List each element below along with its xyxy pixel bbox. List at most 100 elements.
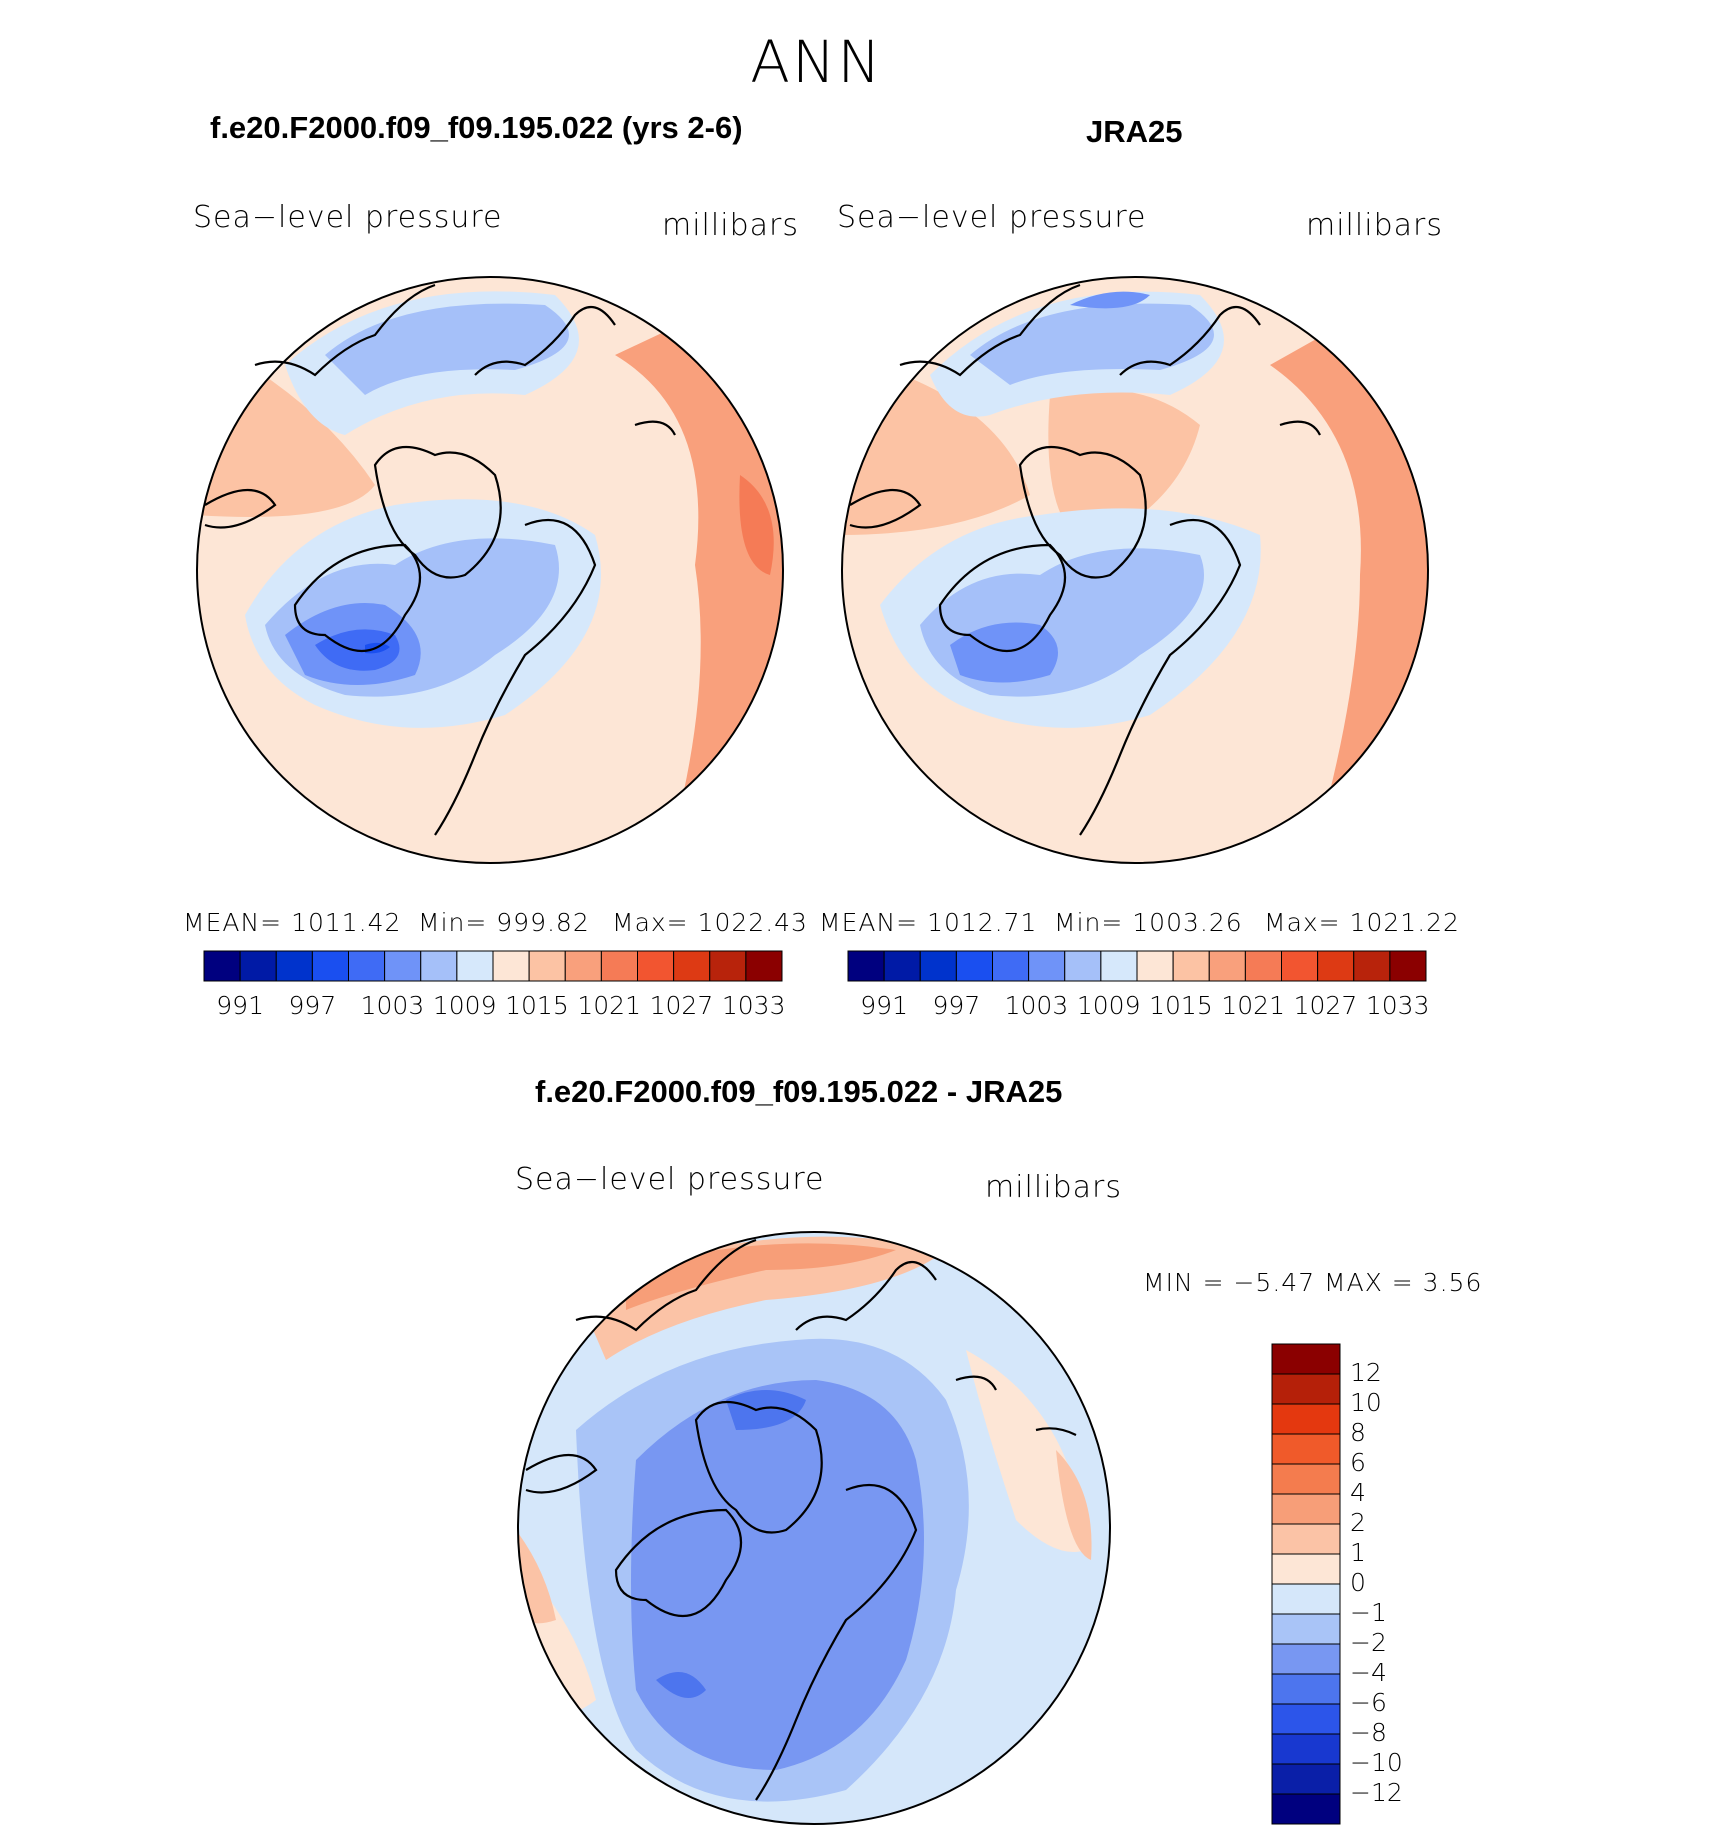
panel-1-title: f.e20.F2000.f09_f09.195.022 (yrs 2-6) <box>210 110 743 145</box>
panel-2-min: Min= 1003.26 <box>1054 908 1243 937</box>
colorbar-swatch <box>311 950 349 982</box>
colorbar-tick-label: 997 <box>288 991 337 1020</box>
colorbar-swatch <box>1271 1403 1341 1435</box>
colorbar-swatch <box>384 950 422 982</box>
colorbar-swatch <box>1271 1493 1341 1525</box>
panel-2-title: JRA25 <box>1086 114 1183 149</box>
colorbar-swatch <box>745 950 783 982</box>
colorbar-tick-label: 1015 <box>505 991 569 1020</box>
colorbar-swatch <box>1353 950 1391 982</box>
colorbar-swatch <box>1244 950 1282 982</box>
colorbar-tick-label: −1 <box>1350 1598 1387 1627</box>
colorbar-swatch <box>1389 950 1427 982</box>
colorbar-swatch <box>1271 1373 1341 1405</box>
panel-2-max: Max= 1021.22 <box>1264 908 1460 937</box>
colorbar-tick-label: 1033 <box>721 991 786 1020</box>
colorbar-swatch <box>275 950 313 982</box>
panel-3-title: f.e20.F2000.f09_f09.195.022 - JRA25 <box>535 1074 1063 1109</box>
panel-2-mean: MEAN= 1012.71 <box>819 908 1038 937</box>
colorbar-tick-label: 1 <box>1350 1538 1366 1567</box>
colorbar-swatch <box>203 950 241 982</box>
panel-3-variable-label: Sea−level pressure <box>515 1162 825 1197</box>
colorbar-tick-label: −4 <box>1350 1658 1387 1687</box>
colorbar-swatch <box>883 950 921 982</box>
colorbar-tick-label: 1021 <box>577 991 641 1020</box>
panel-2-variable-label: Sea−level pressure <box>837 200 1147 235</box>
colorbar-tick-label: 991 <box>860 991 908 1020</box>
colorbar-swatch <box>1271 1343 1341 1375</box>
panel-3-minmax: MIN = −5.47 MAX = 3.56 <box>1143 1268 1483 1297</box>
colorbar-swatch <box>1271 1733 1341 1765</box>
colorbar-swatch <box>919 950 957 982</box>
colorbar-tick-label: 997 <box>932 991 981 1020</box>
colorbar-swatch <box>1271 1673 1341 1705</box>
colorbar-swatch <box>1271 1613 1341 1645</box>
panel-2-units-label: millibars <box>1306 208 1443 243</box>
colorbar-tick-label: 12 <box>1350 1358 1382 1387</box>
colorbar-tick-label: 1009 <box>1076 991 1141 1020</box>
colorbar-tick-label: 1009 <box>432 991 497 1020</box>
panel-1-min: Min= 999.82 <box>418 908 590 937</box>
colorbar-swatch <box>348 950 386 982</box>
colorbar-tick-label: 2 <box>1350 1508 1366 1537</box>
colorbar-tick-label: 1033 <box>1365 991 1430 1020</box>
panel-1-colorbar <box>203 950 783 982</box>
colorbar-swatch <box>600 950 638 982</box>
colorbar-swatch <box>1271 1703 1341 1735</box>
colorbar-tick-label: 8 <box>1350 1418 1366 1447</box>
colorbar-swatch <box>1064 950 1102 982</box>
colorbar-swatch <box>492 950 530 982</box>
colorbar-swatch <box>420 950 458 982</box>
colorbar-swatch <box>1271 1793 1341 1825</box>
colorbar-swatch <box>1271 1553 1341 1585</box>
colorbar-tick-label: 1015 <box>1149 991 1213 1020</box>
colorbar-tick-label: −8 <box>1350 1718 1387 1747</box>
panel-1-variable-label: Sea−level pressure <box>193 200 503 235</box>
panel-3-units-label: millibars <box>985 1170 1122 1205</box>
colorbar-tick-label: −12 <box>1350 1778 1403 1807</box>
panel-1-max: Max= 1022.43 <box>612 908 808 937</box>
colorbar-swatch <box>847 950 885 982</box>
colorbar-tick-label: −6 <box>1350 1688 1387 1717</box>
colorbar-tick-label: 6 <box>1350 1448 1366 1477</box>
colorbar-swatch <box>239 950 277 982</box>
colorbar-swatch <box>1317 950 1355 982</box>
colorbar-tick-label: 1003 <box>1004 991 1069 1020</box>
colorbar-swatch <box>637 950 675 982</box>
panel-3-colorbar <box>1271 1343 1341 1825</box>
panel-2-polar-map <box>841 276 1429 864</box>
colorbar-tick-label: 991 <box>216 991 264 1020</box>
colorbar-tick-label: 0 <box>1350 1568 1366 1597</box>
colorbar-swatch <box>1271 1763 1341 1795</box>
colorbar-swatch <box>1281 950 1319 982</box>
colorbar-swatch <box>709 950 747 982</box>
panel-1-units-label: millibars <box>662 208 799 243</box>
panel-1-polar-map <box>196 276 784 864</box>
colorbar-swatch <box>1136 950 1174 982</box>
panel-3-polar-map <box>517 1231 1111 1825</box>
colorbar-swatch <box>1271 1583 1341 1615</box>
colorbar-tick-label: 4 <box>1350 1478 1366 1507</box>
colorbar-swatch <box>1208 950 1246 982</box>
colorbar-swatch <box>1172 950 1210 982</box>
colorbar-swatch <box>1028 950 1066 982</box>
colorbar-tick-label: 10 <box>1350 1388 1382 1417</box>
colorbar-swatch <box>673 950 711 982</box>
colorbar-swatch <box>456 950 494 982</box>
colorbar-swatch <box>1271 1643 1341 1675</box>
colorbar-swatch <box>1271 1433 1341 1465</box>
figure-title: ANN <box>750 28 883 96</box>
colorbar-tick-label: 1027 <box>1293 991 1358 1020</box>
colorbar-tick-label: −10 <box>1350 1748 1403 1777</box>
colorbar-swatch <box>992 950 1030 982</box>
colorbar-tick-label: 1021 <box>1221 991 1285 1020</box>
colorbar-swatch <box>1271 1463 1341 1495</box>
colorbar-tick-label: −2 <box>1350 1628 1387 1657</box>
panel-1-mean: MEAN= 1011.42 <box>183 908 402 937</box>
colorbar-swatch <box>564 950 602 982</box>
colorbar-swatch <box>1271 1523 1341 1555</box>
colorbar-swatch <box>1100 950 1138 982</box>
colorbar-tick-label: 1027 <box>649 991 714 1020</box>
colorbar-swatch <box>955 950 993 982</box>
panel-2-colorbar <box>847 950 1427 982</box>
